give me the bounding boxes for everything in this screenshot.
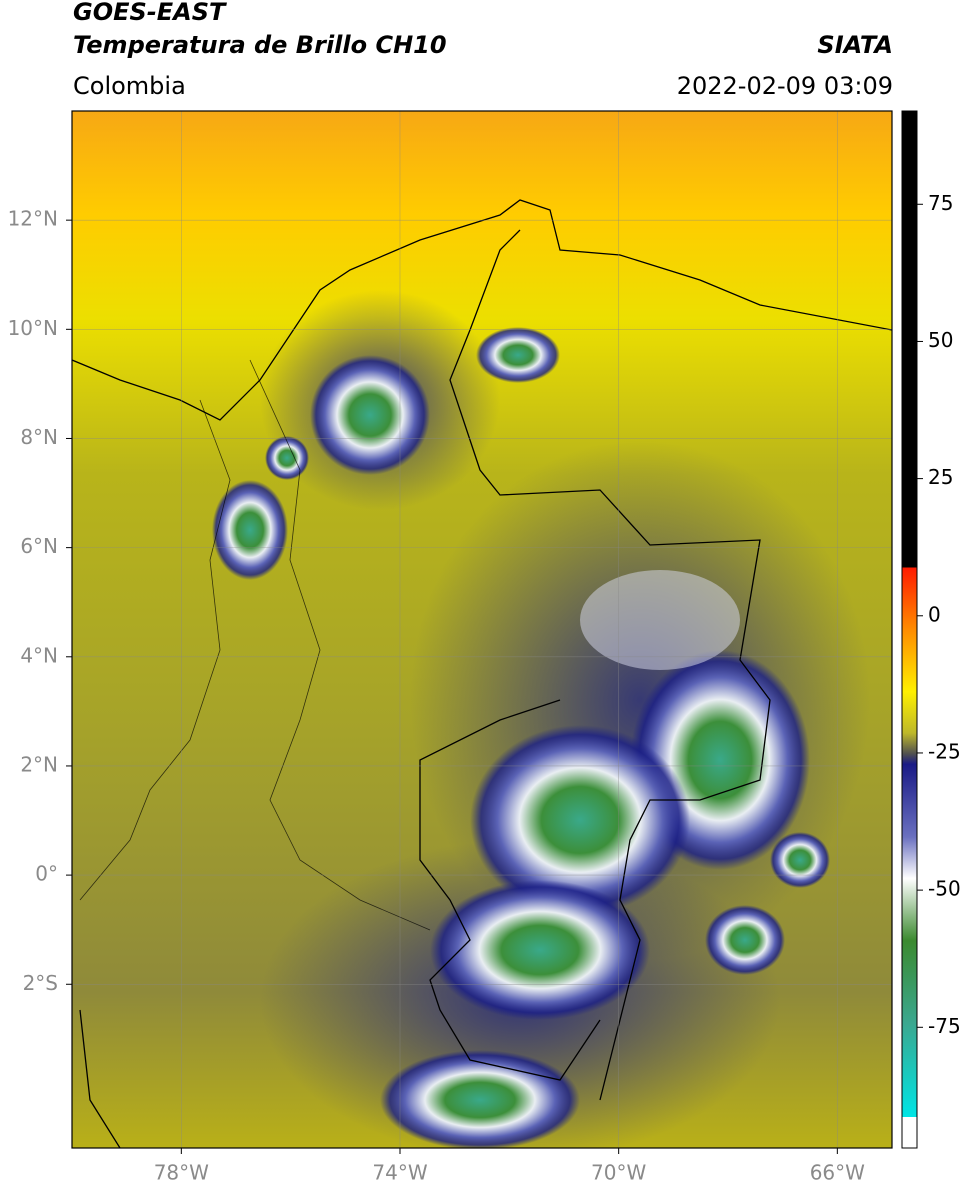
grid [72,111,892,1148]
y-tick-label: 10°N [8,316,58,340]
x-tick-label: 66°W [810,1161,865,1185]
region: Colombia [73,72,186,100]
colorbar-tick-label: 0 [928,602,941,626]
cloud [212,480,288,580]
y-tick-label: 4°N [20,643,58,667]
map-image [72,111,892,1148]
cloud [476,327,560,383]
cloud [470,725,690,915]
cloud [580,570,740,670]
colorbar-tick-label: 75 [928,191,953,215]
colorbar-tick-label: -75 [928,1014,961,1038]
y-tick-label: 6°N [20,534,58,558]
cloud [770,832,830,888]
cloud [265,436,309,480]
x-tick-label: 78°W [154,1161,209,1185]
cloud [310,355,430,475]
x-tick-label: 70°W [591,1161,646,1185]
x-tick-label: 74°W [372,1161,427,1185]
colorbar-tick-label: -25 [928,739,961,763]
datetime: 2022-02-09 03:09 [677,72,893,100]
y-tick-label: 8°N [20,425,58,449]
subtitle: Temperatura de Brillo CH10 [73,31,447,59]
y-tick-label: 0° [35,862,58,886]
title: GOES-EAST [73,0,227,26]
map-frame [71,110,893,1149]
cloud [380,1050,580,1148]
cloud [430,880,650,1020]
colorbar-tick-label: -50 [928,877,961,901]
y-tick-label: 12°N [8,207,58,231]
source: SIATA [817,31,893,59]
colorbar-tick-label: 25 [928,465,953,489]
y-tick-label: 2°S [23,971,58,995]
colorbar [901,110,918,1149]
cloud [705,905,785,975]
y-tick-label: 2°N [20,752,58,776]
colorbar-tick-label: 50 [928,328,953,352]
borders [79,359,431,931]
borders [72,199,892,1148]
